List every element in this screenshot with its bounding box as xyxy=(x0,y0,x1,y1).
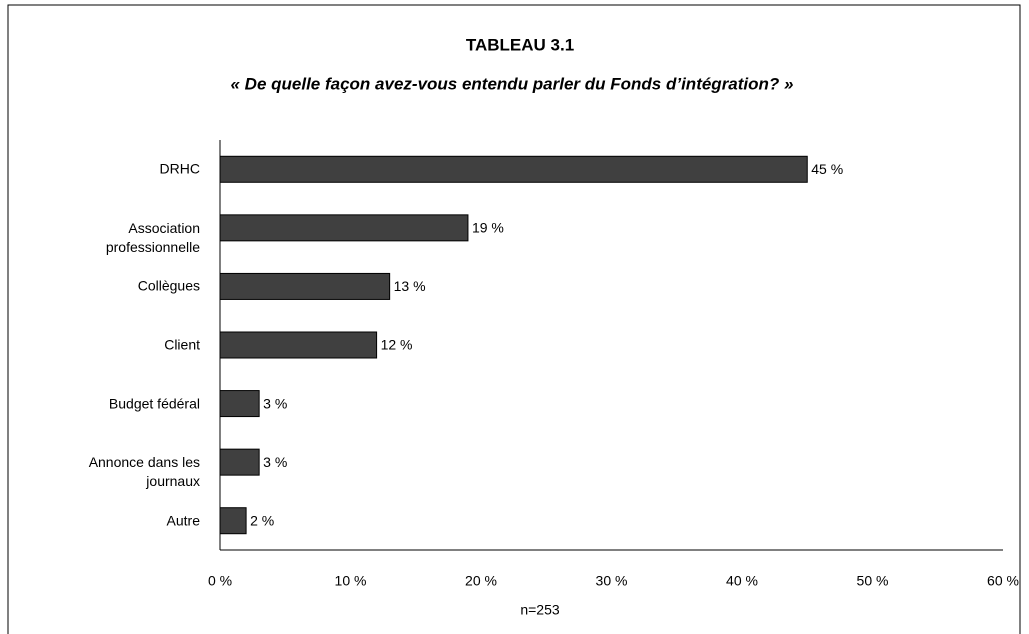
x-tick-label: 60 % xyxy=(987,573,1019,589)
bar xyxy=(219,155,808,183)
y-tick-label: Client xyxy=(164,336,200,353)
bar xyxy=(219,214,469,242)
y-tick-label: Annonce dans les journaux xyxy=(88,454,200,490)
value-label: 12 % xyxy=(381,337,413,353)
bar xyxy=(219,331,378,359)
chart-title: TABLEAU 3.1 xyxy=(466,35,574,54)
x-tick-label: 10 % xyxy=(335,573,367,589)
value-label: 3 % xyxy=(263,395,287,411)
x-tick-label: 40 % xyxy=(726,573,758,589)
value-label: 3 % xyxy=(263,454,287,470)
x-tick-label: 20 % xyxy=(465,573,497,589)
x-axis-label: n=253 xyxy=(520,602,560,618)
y-tick-label: Collègues xyxy=(137,277,200,294)
bar xyxy=(219,390,260,418)
bar xyxy=(219,507,247,535)
bar xyxy=(219,448,260,476)
y-tick-label: DRHC xyxy=(159,160,200,177)
value-label: 19 % xyxy=(472,220,504,236)
y-tick-label: Budget fédéral xyxy=(108,395,200,412)
x-tick-label: 50 % xyxy=(857,573,889,589)
x-tick-label: 0 % xyxy=(208,573,232,589)
value-label: 2 % xyxy=(250,512,274,528)
value-label: 13 % xyxy=(394,278,426,294)
value-label: 45 % xyxy=(811,161,843,177)
frame xyxy=(7,4,1021,634)
x-tick-label: 30 % xyxy=(596,573,628,589)
chart-subtitle: « De quelle façon avez-vous entendu parl… xyxy=(231,74,794,93)
y-tick-label: Autre xyxy=(166,512,200,529)
bar xyxy=(219,272,391,300)
y-tick-label: Association professionnelle xyxy=(105,219,200,255)
